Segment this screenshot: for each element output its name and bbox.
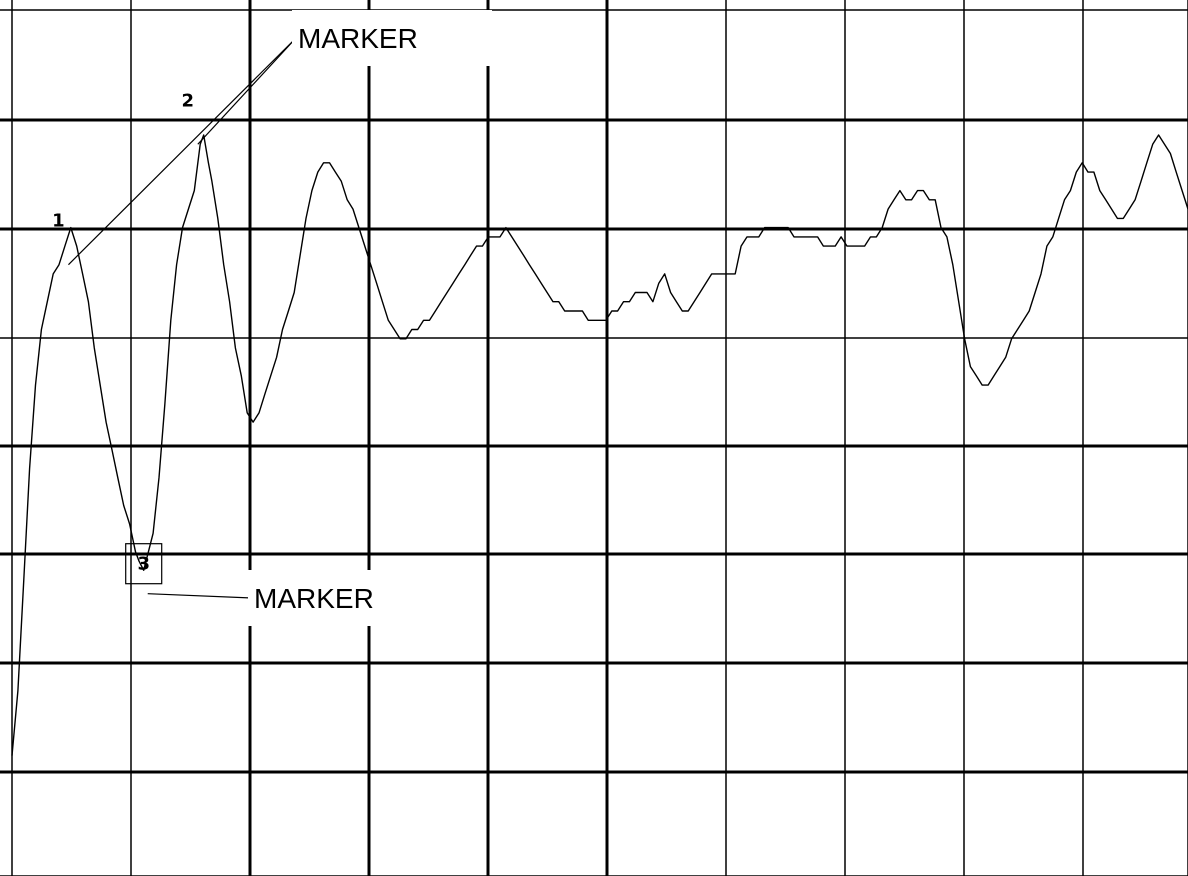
peak-label-3: 3 — [137, 554, 150, 575]
marker-label-background — [248, 570, 448, 626]
marker-3-box — [125, 543, 163, 585]
marker-annotations: MARKER MARKER — [248, 10, 492, 626]
leader-line-1 — [68, 37, 297, 266]
marker-label: MARKER — [254, 583, 374, 614]
peak-label-1: 1 — [52, 211, 65, 232]
peak-label-2: 2 — [182, 90, 195, 111]
marker-label-background — [292, 10, 492, 66]
peak-labels: 1 2 3 — [52, 90, 195, 585]
leader-line-2 — [197, 37, 297, 145]
series-line — [11, 134, 1188, 756]
leader-line-3 — [147, 593, 253, 599]
marker-label: MARKER — [298, 23, 418, 54]
marker-leader-lines — [68, 37, 297, 599]
